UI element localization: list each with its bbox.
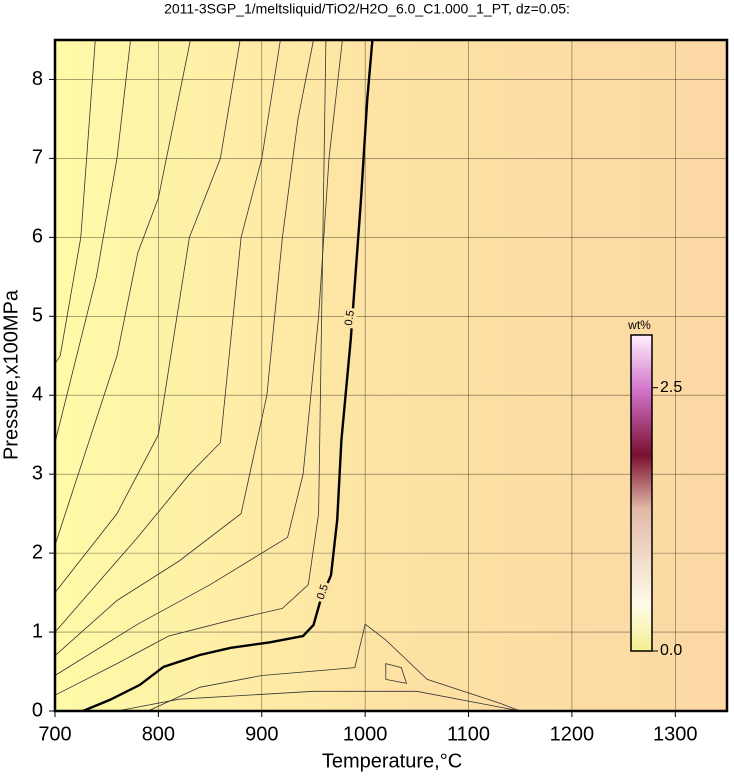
x-tick-label: 1200 (550, 723, 595, 745)
plot-background (55, 40, 727, 711)
y-tick-label: 5 (32, 305, 43, 327)
y-tick-label: 3 (32, 462, 43, 484)
contour-label: 0.5 (315, 583, 331, 601)
x-axis-label: Temperature,°C (322, 750, 462, 772)
contour-line (54, 39, 191, 546)
contour-line (54, 39, 131, 443)
x-tick-label: 800 (142, 723, 175, 745)
contour-line (54, 39, 241, 593)
y-tick-label: 8 (32, 68, 43, 90)
plot-frame (53, 38, 729, 713)
contour-line (54, 39, 96, 364)
y-tick-label: 4 (32, 384, 43, 406)
colorbar-tick-label: 0.0 (660, 642, 682, 659)
x-tick-label: 1100 (447, 723, 490, 745)
contour-label-bg (342, 307, 358, 329)
y-axis-label: Pressure,x100MPa (0, 289, 22, 460)
contour-line (385, 663, 408, 684)
contour-line (147, 623, 521, 712)
contour-line (54, 39, 343, 676)
y-tick-label: 0 (32, 699, 43, 721)
contour-label: 0.5 (343, 310, 357, 327)
colorbar (630, 334, 653, 652)
y-tick-label: 7 (32, 147, 43, 169)
x-tick-label: 900 (245, 723, 278, 745)
contour-line (116, 690, 521, 712)
y-tick-label: 2 (32, 541, 43, 563)
y-tick-label: 6 (32, 226, 43, 248)
colorbar-tick-label: 2.5 (660, 379, 682, 396)
colorbar-label: wt% (627, 318, 651, 332)
contour-line (54, 39, 314, 656)
contour-line (54, 39, 281, 633)
x-tick-label: 700 (38, 723, 71, 745)
contour-label-bg (314, 580, 332, 604)
contour-line (54, 39, 327, 696)
x-tick-label: 1300 (653, 723, 698, 745)
x-tick-label: 1000 (343, 723, 388, 745)
y-tick-label: 1 (32, 620, 43, 642)
contour-line-labeled (82, 39, 374, 713)
chart-title: 2011-3SGP_1/meltsliquid/TiO2/H2O_6.0_C1.… (164, 1, 570, 17)
